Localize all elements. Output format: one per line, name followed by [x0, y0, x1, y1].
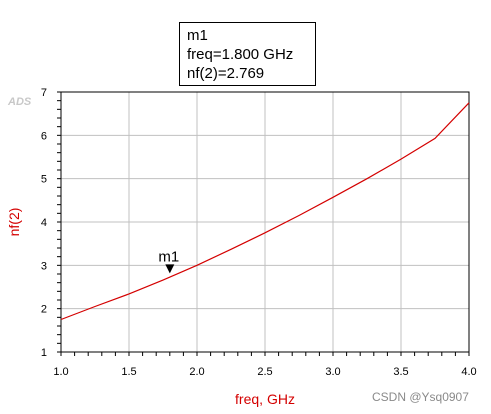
series-line — [60, 102, 470, 321]
marker-layer: m1 — [158, 248, 179, 274]
y-tick-labels: 1 2 3 4 5 6 7 — [41, 87, 47, 359]
x-tick-label: 2.5 — [257, 366, 272, 378]
minor-ticks — [57, 91, 470, 356]
y-axis-label: nf(2) — [6, 208, 22, 237]
marker-readout-value: nf(2)=2.769 — [187, 65, 265, 82]
y-tick-label: 2 — [41, 304, 47, 316]
x-tick-label: 2.0 — [189, 366, 204, 378]
x-tick-label: 3.0 — [325, 366, 340, 378]
watermark: CSDN @Ysq0907 — [372, 390, 469, 404]
y-tick-label: 4 — [41, 217, 47, 229]
marker-readout-freq: freq=1.800 GHz — [187, 46, 294, 63]
y-tick-label: 6 — [41, 130, 47, 142]
y-tick-label: 3 — [41, 260, 47, 272]
marker-readout-box: m1 freq=1.800 GHz nf(2)=2.769 — [179, 22, 316, 86]
grid-lines — [60, 91, 470, 353]
y-tick-label: 1 — [41, 347, 47, 359]
ads-logo: ADS — [8, 96, 32, 108]
x-tick-label: 3.5 — [393, 366, 408, 378]
y-tick-label: 5 — [41, 174, 47, 186]
marker-label: m1 — [158, 248, 179, 265]
y-tick-label: 7 — [41, 87, 47, 99]
x-axis-label: freq, GHz — [235, 391, 295, 407]
x-tick-labels: 1.0 1.5 2.0 2.5 3.0 3.5 4.0 — [53, 366, 476, 378]
x-tick-label: 1.5 — [121, 366, 136, 378]
plot-frame — [60, 91, 470, 353]
x-tick-label: 4.0 — [461, 366, 476, 378]
marker-triangle-icon — [165, 264, 175, 274]
x-tick-label: 1.0 — [53, 366, 68, 378]
marker-readout-name: m1 — [187, 27, 208, 44]
